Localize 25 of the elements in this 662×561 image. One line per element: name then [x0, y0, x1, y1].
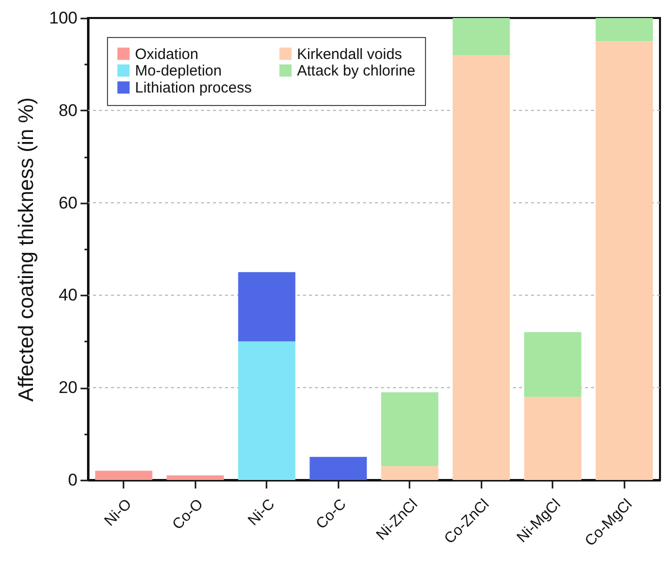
- legend-label: Mo-depletion: [135, 62, 222, 80]
- bar: [310, 456, 367, 480]
- bar: [452, 54, 510, 480]
- y-axis-title: Affected coating thickness (in %): [15, 97, 38, 402]
- bar: [596, 41, 653, 480]
- y-tick-label: 20: [58, 378, 78, 398]
- bar: [381, 466, 438, 480]
- bar: [166, 475, 224, 480]
- y-tick-label: 60: [58, 193, 78, 212]
- bar: [524, 396, 582, 480]
- legend-label: Attack by chlorine: [297, 62, 416, 80]
- bar: [381, 392, 438, 466]
- bar: [452, 18, 510, 55]
- bar: [524, 332, 582, 397]
- y-tick-label: 100: [49, 8, 78, 28]
- bar: [238, 272, 296, 342]
- bar: [95, 470, 152, 480]
- legend-label: Lithiation process: [135, 80, 252, 96]
- y-tick-label: 80: [58, 100, 78, 120]
- legend-label: Kirkendall voids: [297, 46, 402, 63]
- bar: [596, 18, 653, 42]
- y-tick-label: 0: [68, 470, 78, 490]
- legend-label: Oxidation: [135, 46, 198, 63]
- bar: [238, 341, 296, 480]
- y-tick-label: 40: [58, 286, 78, 305]
